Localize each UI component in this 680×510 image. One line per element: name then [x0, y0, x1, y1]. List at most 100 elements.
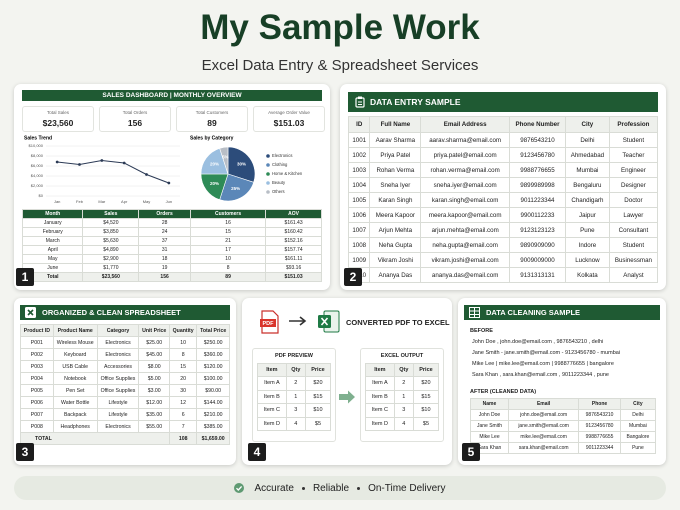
table-cell: Backpack [52, 408, 98, 421]
table-cell: 9123456780 [509, 147, 566, 163]
table-cell: Accessories [96, 360, 140, 373]
table-cell: $210.00 [196, 408, 230, 421]
dashboard-table: Month Sales Orders Customers AOV January $4,52… [21, 209, 322, 282]
table-cell: 1001 [347, 132, 371, 148]
column-header: Name [470, 398, 509, 410]
table-cell: Meera Kapoor [369, 207, 422, 223]
table: Month Sales Orders Customers AOV January $4,52… [21, 209, 322, 282]
table-row: 1003 Rohan Verma rohan.verma@email.com 9988… [347, 162, 659, 178]
table-cell: $3.00 [138, 384, 170, 397]
kpi-card: Total Sales $23,560 [22, 106, 94, 132]
table-icon [469, 307, 480, 318]
table-cell: $385.00 [196, 420, 230, 433]
table-cell: 9988776655 [578, 431, 621, 443]
table-cell: $144.00 [196, 396, 230, 409]
table-cell: Engineer [608, 162, 659, 178]
table: Name Email Phone City John Doe john.doe@email… [470, 398, 657, 454]
table-row: February $3,850 24 15 $160.42 [21, 227, 322, 237]
column-header: Full Name [369, 116, 422, 133]
table-cell: 7 [168, 420, 198, 433]
table-cell: Lifestyle [96, 408, 140, 421]
table-cell: Jane Smith [470, 420, 509, 432]
table-cell: $161.11 [265, 254, 322, 264]
table-cell: Pune [619, 442, 657, 454]
table-cell: $1,770 [82, 263, 140, 273]
kpi-value: $151.03 [273, 118, 305, 128]
badge: 1 [16, 268, 34, 286]
column-header: Profession [608, 116, 659, 133]
before-lines: John Doe , john.doe@email.com , 98765432… [472, 339, 662, 383]
table-cell: $15 [412, 389, 440, 404]
column-header: Orders [138, 209, 191, 219]
excel-output-title: EXCEL OUTPUT [380, 353, 424, 359]
table-row: 1002 Priya Patel priya.patel@email.com 9123… [347, 147, 659, 163]
table-row: 1006 Meera Kapoor meera.kapoor@email.com 99… [347, 207, 659, 223]
point [122, 161, 126, 165]
excel-output-box: EXCEL OUTPUT Item Qty Price Item A 2 $20 Item … [360, 348, 444, 442]
table-cell: $23,560 [82, 272, 140, 282]
table-cell: 9123123123 [509, 222, 566, 238]
header-row: Month Sales Orders Customers AOV [21, 209, 322, 219]
table-cell: Arjun Mehta [369, 222, 422, 238]
table-cell: 18 [138, 254, 191, 264]
conversion-title: CONVERTED PDF TO EXCEL [346, 318, 450, 327]
table-cell: $100.00 [196, 372, 230, 385]
table-cell: $360.00 [196, 348, 230, 361]
table-cell: P007 [20, 408, 54, 421]
table-cell: John Doe [470, 409, 509, 421]
table-cell: $5,630 [82, 236, 140, 246]
table-row: P001 Wireless Mouse Electronics $25.00 10 $25… [20, 336, 230, 349]
table-cell: P001 [20, 336, 54, 349]
table-cell: March [21, 236, 84, 246]
table-cell: Mumbai [619, 420, 657, 432]
table-cell: $93.16 [265, 263, 322, 273]
kpi-value: 156 [127, 118, 143, 128]
table-row: 1001 Aarav Sharma aarav.sharma@email.com 98… [347, 132, 659, 148]
table-row: Item D 4 $5 [257, 416, 332, 431]
point [78, 163, 81, 166]
table-cell: karan.singh@email.com [420, 192, 510, 208]
table-cell: 30 [168, 384, 198, 397]
spreadsheet-panel: ORGANIZED & CLEAN SPREADSHEET Product ID… [14, 298, 236, 465]
table-cell: 1 [285, 389, 306, 404]
x-tick-label: Jun [166, 199, 172, 204]
table-cell: 24 [138, 227, 191, 237]
badge: 2 [344, 268, 362, 286]
kpi-card: Total Orders 156 [99, 106, 171, 132]
footer-item: Reliable [312, 482, 350, 494]
table-cell: Item D [257, 416, 287, 431]
table-row: 1009 Vikram Joshi vikram.joshi@email.com 90… [347, 252, 659, 268]
table-cell: $4,520 [82, 218, 140, 228]
arrow [289, 316, 307, 326]
table-cell: 28 [138, 218, 191, 228]
table-cell: Water Bottle [52, 396, 98, 409]
table-cell: ananya.das@email.com [420, 267, 510, 283]
column-header: Category [96, 324, 140, 337]
header-row: ID Full Name Email Address Phone Number City… [347, 116, 659, 133]
y-tick-label: $8,000 [31, 153, 44, 158]
column-header: ID [347, 116, 371, 133]
kpi-label: Average Order Value [268, 110, 310, 115]
table-cell: Notebook [52, 372, 98, 385]
table-row: 1004 Sneha Iyer sneha.iyer@email.com 989998… [347, 177, 659, 193]
table-cell: Electronics [96, 420, 140, 433]
table-row: Item C 3 $10 [365, 403, 440, 418]
table-cell: $160.42 [265, 227, 322, 237]
separator [301, 486, 305, 490]
table-cell: 9890909090 [509, 237, 566, 253]
table-cell: Item A [365, 376, 395, 391]
table-cell: $8.00 [138, 360, 170, 373]
table-cell: $1,659.00 [196, 432, 230, 445]
table-cell: Lifestyle [96, 396, 140, 409]
kpi-card: Total Customers 89 [176, 106, 248, 132]
table-cell: 8 [168, 348, 198, 361]
table-row: Item A 2 $20 [257, 376, 332, 391]
table-cell: 156 [138, 272, 191, 282]
table-cell: $20 [412, 376, 440, 391]
column-header: AOV [265, 209, 322, 219]
table-cell: 9876543210 [578, 409, 621, 421]
y-tick-label: $0 [39, 193, 44, 198]
table-cell: 20 [168, 372, 198, 385]
table-cell: 1005 [347, 192, 371, 208]
table-row: 1008 Neha Gupta neha.gupta@email.com 989090… [347, 237, 659, 253]
